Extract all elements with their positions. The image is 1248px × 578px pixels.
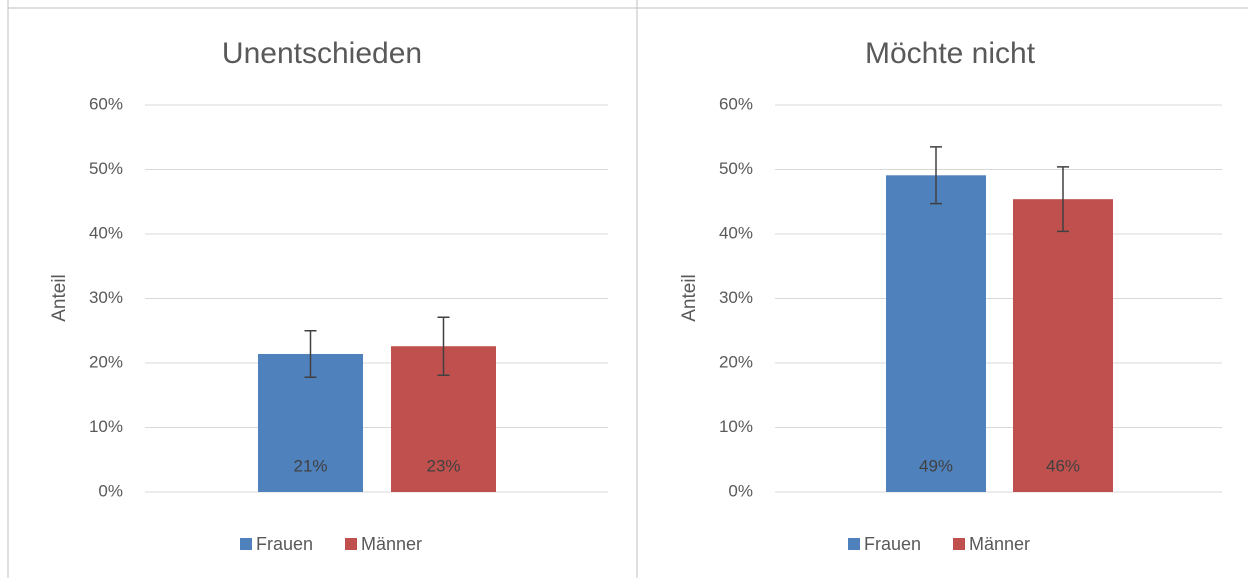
y-axis-label: Anteil <box>49 274 70 322</box>
y-tick-label: 50% <box>89 159 123 178</box>
data-label: 21% <box>293 456 327 475</box>
legend-label: Frauen <box>256 534 313 554</box>
y-axis-label: Anteil <box>679 274 700 322</box>
legend-label: Frauen <box>864 534 921 554</box>
chart-title: Unentschieden <box>222 37 422 70</box>
data-label: 23% <box>426 456 460 475</box>
y-tick-label: 30% <box>89 288 123 307</box>
legend-label: Männer <box>361 534 422 554</box>
legend-swatch <box>240 538 252 550</box>
legend-label: Männer <box>969 534 1030 554</box>
chart-title: Möchte nicht <box>865 37 1036 70</box>
y-tick-label: 30% <box>719 288 753 307</box>
y-tick-label: 20% <box>89 352 123 371</box>
y-tick-label: 50% <box>719 159 753 178</box>
error-bar <box>1057 166 1069 233</box>
y-tick-label: 10% <box>89 417 123 436</box>
data-label: 49% <box>919 456 953 475</box>
error-bar <box>304 330 317 378</box>
y-tick-label: 10% <box>719 417 753 436</box>
y-tick-label: 20% <box>719 352 753 371</box>
y-tick-label: 60% <box>719 94 753 113</box>
legend-swatch <box>848 538 860 550</box>
y-tick-label: 0% <box>728 481 753 500</box>
y-tick-label: 40% <box>719 223 753 242</box>
error-bar <box>930 146 942 205</box>
y-tick-label: 40% <box>89 223 123 242</box>
y-tick-label: 0% <box>98 481 123 500</box>
legend-swatch <box>953 538 965 550</box>
bar <box>1013 199 1113 493</box>
legend-swatch <box>345 538 357 550</box>
bar <box>886 175 986 492</box>
y-tick-label: 60% <box>89 94 123 113</box>
error-bar <box>437 316 450 377</box>
data-label: 46% <box>1046 456 1080 475</box>
